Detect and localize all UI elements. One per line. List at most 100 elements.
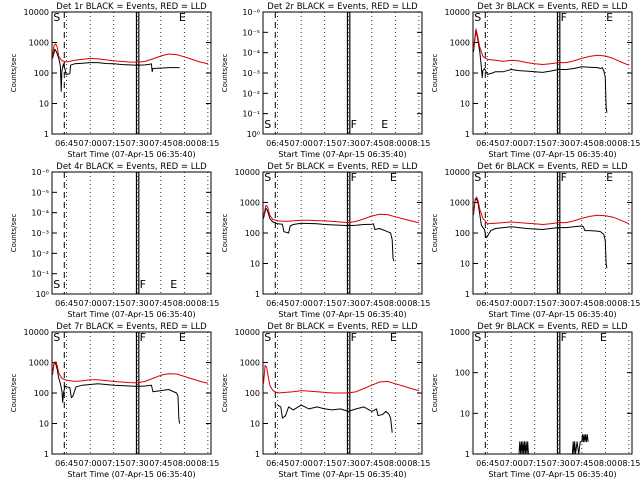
det-7r-ytick-label: 1 [44, 450, 49, 459]
det-9r-xtick-label: 08:15 [617, 459, 640, 468]
det-9r-xtick-label: 07:15 [523, 459, 546, 468]
det-1r-xtick-label: 08:00 [173, 139, 196, 148]
det-6r-xtick-label: 07:30 [547, 299, 570, 308]
det-2r-xlabel: Start Time (07-Apr-15 06:35:40) [278, 150, 406, 159]
det-1r-xtick-label: 07:00 [79, 139, 102, 148]
det-3r-frame [472, 11, 633, 135]
det-4r-ytick-label: 10⁻⁵ [31, 188, 49, 197]
det-6r-xlabel: Start Time (07-Apr-15 06:35:40) [488, 310, 616, 319]
det-5r-xtick-label: 06:45 [266, 299, 289, 308]
det-7r-marker-s: S [53, 331, 60, 344]
det-9r-events-line [518, 441, 529, 455]
det-2r-ytick-label: 10⁻⁴ [242, 49, 260, 58]
det-3r-ytick-label: 1 [465, 130, 470, 139]
det-1r-events-line [52, 48, 180, 92]
det-7r-title: Det 7r BLACK = Events, RED = LLD [56, 322, 207, 332]
det-2r-title: Det 2r BLACK = Events, RED = LLD [267, 2, 418, 12]
det-3r-xlabel: Start Time (07-Apr-15 06:35:40) [488, 150, 616, 159]
det-3r-marker-e: E [606, 11, 613, 24]
det-8r-marker-s: S [264, 331, 271, 344]
det-8r-xlabel: Start Time (07-Apr-15 06:35:40) [278, 470, 406, 479]
det-1r-title: Det 1r BLACK = Events, RED = LLD [56, 2, 207, 12]
det-5r-xtick-label: 07:15 [313, 299, 336, 308]
det-7r-ytick-label: 10000 [24, 328, 49, 337]
det-1r-ytick-label: 1000 [29, 39, 49, 48]
det-5r-marker-s: S [264, 171, 271, 184]
det-1r-frame [51, 11, 212, 135]
det-7r-ytick-label: 1000 [29, 359, 49, 368]
det-9r-xtick-label: 07:30 [547, 459, 570, 468]
det-6r-xtick-label: 07:15 [523, 299, 546, 308]
det-8r-ylabel: Counts/sec [221, 374, 229, 413]
det-6r-xtick-label: 06:45 [476, 299, 499, 308]
det-4r-ytick-label: 10⁻⁶ [31, 168, 49, 177]
det-9r-ytick-label: 100 [455, 369, 470, 378]
det-1r-xtick-label: 07:15 [102, 139, 125, 148]
det-2r-marker-f: F [351, 118, 357, 131]
det-9r-events-line [571, 434, 589, 455]
det-3r-ytick-label: 100 [455, 69, 470, 78]
det-7r-frame [51, 331, 212, 455]
det-1r-ytick-label: 1 [44, 130, 49, 139]
det-6r-xtick-label: 07:45 [570, 299, 593, 308]
det-3r-xtick-label: 07:15 [523, 139, 546, 148]
det-2r-xtick-label: 07:15 [313, 139, 336, 148]
det-2r-xtick-label: 07:45 [360, 139, 383, 148]
det-2r-marker-e: E [381, 118, 388, 131]
det-8r-title: Det 8r BLACK = Events, RED = LLD [267, 322, 418, 332]
det-6r-title: Det 6r BLACK = Events, RED = LLD [477, 162, 628, 172]
det-4r-xlabel: Start Time (07-Apr-15 06:35:40) [67, 310, 195, 319]
det-3r-ylabel: Counts/sec [431, 54, 439, 93]
det-8r-xtick-label: 08:00 [384, 459, 407, 468]
det-8r-events-line [277, 404, 393, 433]
det-4r-ytick-label: 10⁻² [31, 249, 49, 258]
det-4r-xtick-label: 07:15 [102, 299, 125, 308]
det-1r-xtick-label: 07:30 [126, 139, 149, 148]
det-6r-marker-e: E [606, 171, 613, 184]
det-8r-ytick-label: 1000 [240, 359, 260, 368]
det-2r-ytick-label: 10⁰ [247, 130, 260, 139]
det-7r-xtick-label: 07:45 [149, 459, 172, 468]
det-9r-xtick-label: 07:45 [570, 459, 593, 468]
det-6r-frame [472, 171, 633, 295]
det-6r-events-line [473, 198, 608, 269]
det-7r-xtick-label: 07:15 [102, 459, 125, 468]
det-6r-xtick-label: 07:00 [500, 299, 523, 308]
det-2r-xtick-label: 08:15 [407, 139, 430, 148]
det-8r-xtick-label: 07:00 [290, 459, 313, 468]
det-8r-xtick-label: 07:15 [313, 459, 336, 468]
det-1r-xtick-label: 08:15 [196, 139, 219, 148]
det-7r-ytick-label: 100 [34, 389, 49, 398]
det-5r-ytick-label: 100 [245, 229, 260, 238]
det-5r-xtick-label: 07:30 [337, 299, 360, 308]
det-1r-xtick-label: 06:45 [55, 139, 78, 148]
det-2r-ytick-label: 10⁻⁵ [242, 28, 260, 37]
det-4r-xtick-label: 06:45 [55, 299, 78, 308]
det-5r-xtick-label: 07:00 [290, 299, 313, 308]
det-6r-marker-f: F [561, 171, 567, 184]
det-7r-xtick-label: 06:45 [55, 459, 78, 468]
det-6r-ytick-label: 10 [460, 260, 470, 269]
det-7r-xtick-label: 08:15 [196, 459, 219, 468]
det-6r-ytick-label: 100 [455, 229, 470, 238]
det-7r-xlabel: Start Time (07-Apr-15 06:35:40) [67, 470, 195, 479]
det-9r-ylabel: Counts/sec [431, 374, 439, 413]
det-9r-frame [472, 331, 633, 455]
det-7r-lld-line [52, 361, 209, 384]
det-1r-ytick-label: 100 [34, 69, 49, 78]
det-8r-ytick-label: 10 [250, 420, 260, 429]
det-5r-marker-f: F [351, 171, 357, 184]
det-7r-xtick-label: 07:00 [79, 459, 102, 468]
det-8r-xtick-label: 07:45 [360, 459, 383, 468]
det-5r-marker-e: E [390, 171, 397, 184]
det-6r-ylabel: Counts/sec [431, 214, 439, 253]
det-6r-ytick-label: 1000 [450, 199, 470, 208]
det-1r-marker-s: S [53, 11, 60, 24]
det-3r-xtick-label: 07:45 [570, 139, 593, 148]
det-2r-xtick-label: 06:45 [266, 139, 289, 148]
det-5r-xtick-label: 08:00 [384, 299, 407, 308]
det-8r-lld-line [263, 365, 420, 394]
det-8r-ytick-label: 100 [245, 389, 260, 398]
det-5r-ytick-label: 10 [250, 260, 260, 269]
